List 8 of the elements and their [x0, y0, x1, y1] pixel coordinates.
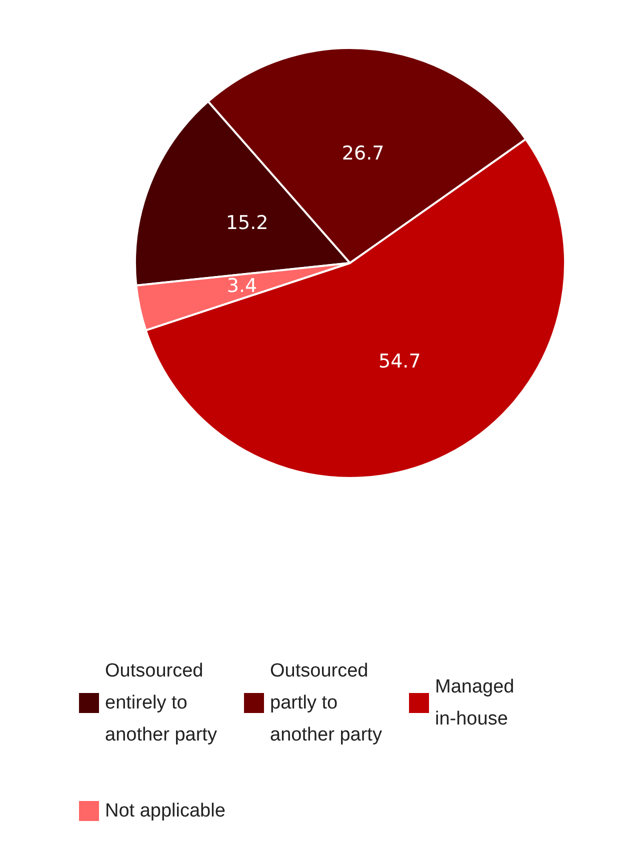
data-label: 26.7	[342, 142, 384, 164]
legend-label: Outsourced entirely to another party	[105, 660, 218, 746]
data-label: 54.7	[378, 350, 421, 373]
legend-label: Not applicable	[105, 800, 226, 822]
data-label: 3.4	[226, 275, 258, 298]
legend-label: Outsourced partly to another party	[270, 660, 382, 746]
legend-label: Managed in-house	[435, 676, 520, 730]
data-label: 15.2	[226, 212, 268, 234]
